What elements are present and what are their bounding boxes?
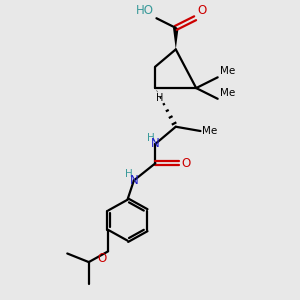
Text: O: O [197, 4, 206, 17]
Text: Me: Me [220, 66, 235, 76]
Text: Me: Me [220, 88, 235, 98]
Polygon shape [173, 28, 178, 50]
Text: O: O [98, 252, 107, 266]
Text: HO: HO [136, 4, 154, 17]
Text: H: H [146, 133, 154, 143]
Text: O: O [181, 157, 190, 170]
Text: H: H [125, 169, 133, 179]
Text: Me: Me [202, 126, 217, 136]
Text: H: H [156, 93, 164, 103]
Text: N: N [130, 174, 138, 187]
Text: N: N [151, 137, 160, 150]
